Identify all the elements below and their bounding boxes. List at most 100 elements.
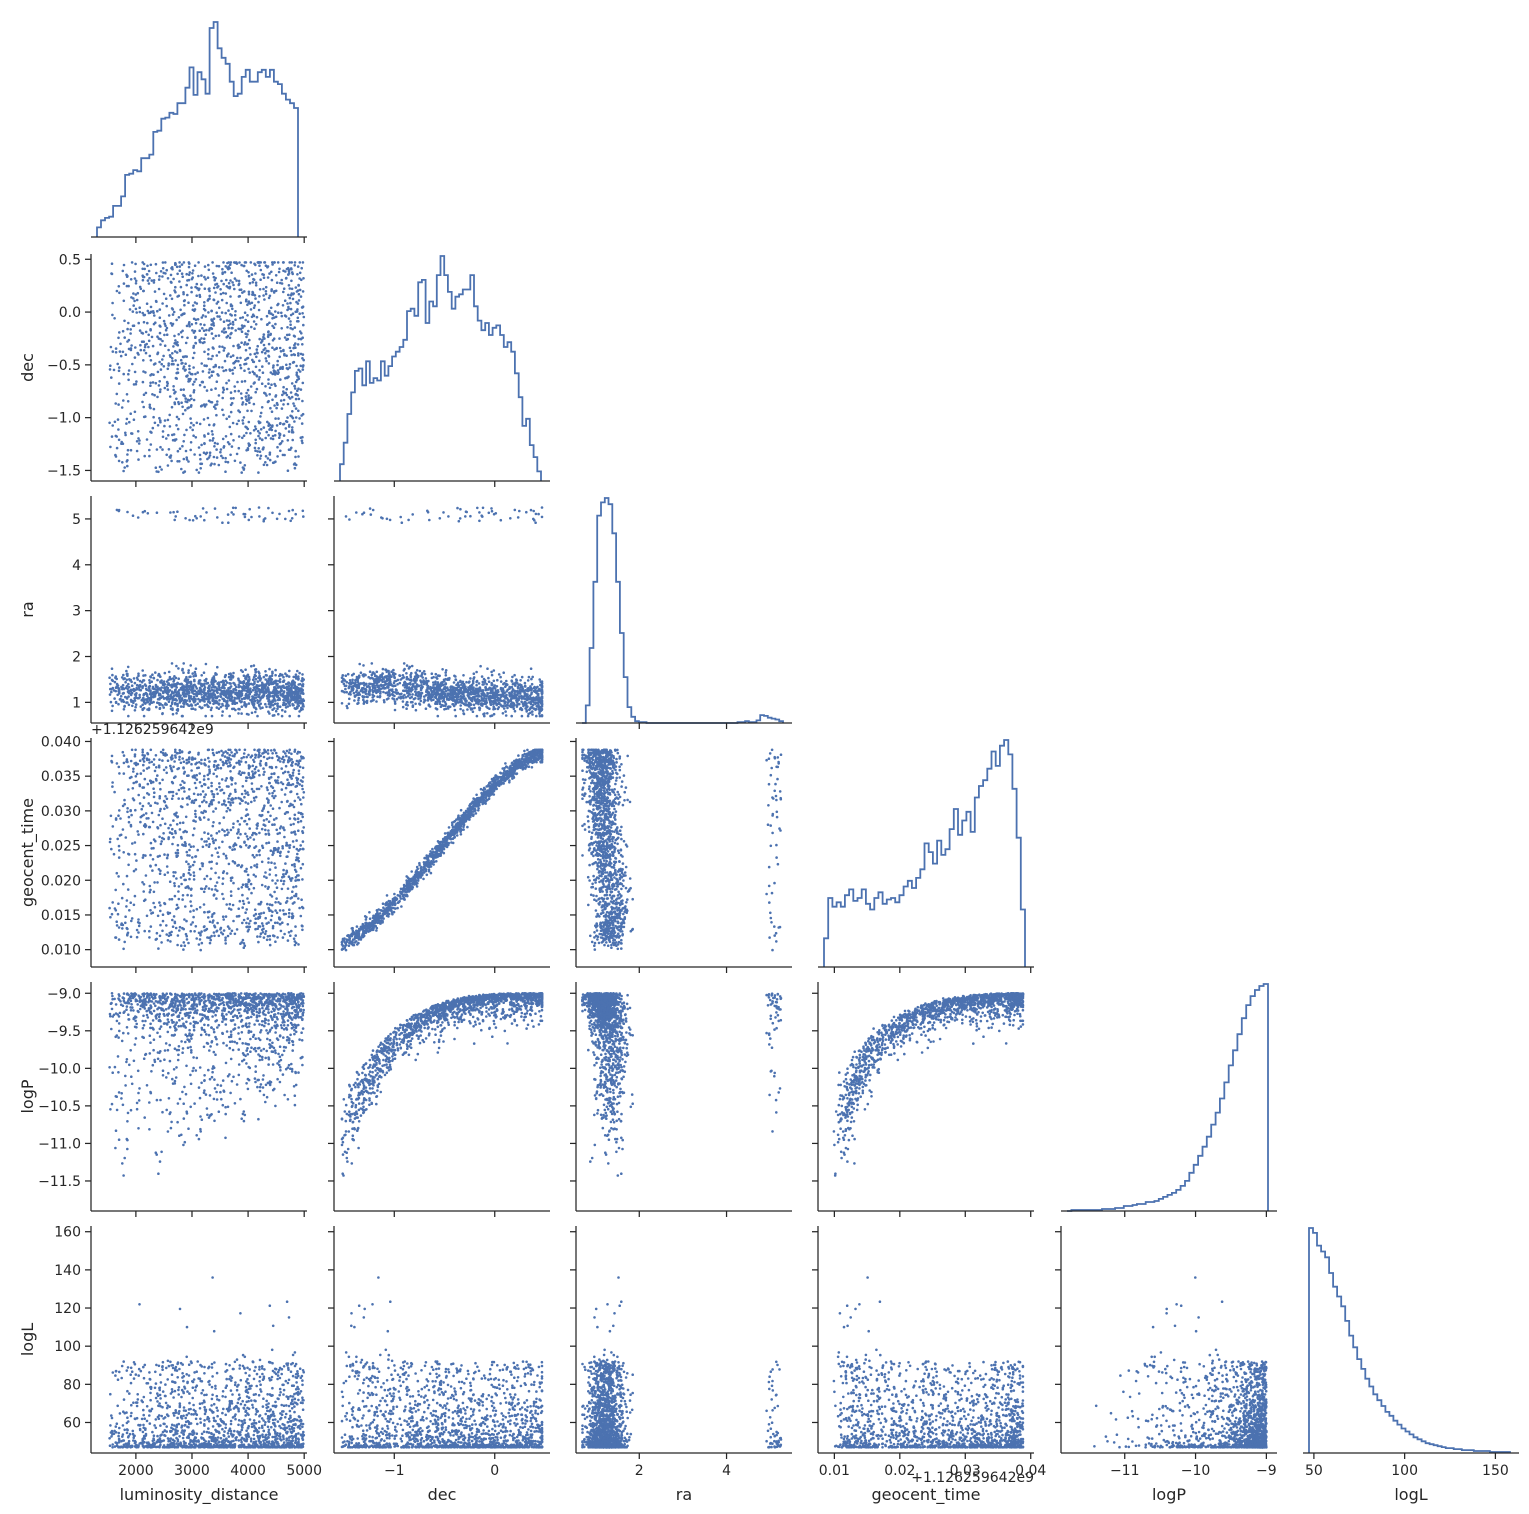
scatter-point bbox=[356, 702, 359, 705]
scatter-point bbox=[208, 454, 212, 457]
scatter-point bbox=[158, 324, 161, 328]
scatter-point bbox=[130, 261, 134, 264]
scatter-point bbox=[230, 271, 233, 275]
scatter-point bbox=[193, 670, 197, 674]
scatter-point bbox=[490, 670, 493, 674]
scatter-point bbox=[163, 322, 167, 326]
scatter-point bbox=[344, 515, 348, 518]
scatter-point bbox=[230, 331, 233, 335]
scatter-point bbox=[296, 389, 299, 393]
scatter-point bbox=[254, 390, 257, 394]
scatter-point bbox=[185, 324, 189, 328]
scatter-point bbox=[259, 411, 263, 415]
scatter-point bbox=[191, 356, 195, 360]
scatter-point bbox=[278, 367, 282, 371]
scatter-point bbox=[194, 321, 198, 325]
scatter-point bbox=[268, 765, 272, 769]
scatter-point bbox=[162, 354, 165, 358]
scatter-point bbox=[215, 311, 218, 315]
scatter-point bbox=[212, 437, 215, 440]
scatter-point bbox=[267, 506, 270, 510]
scatter-point bbox=[249, 432, 252, 435]
scatter-point bbox=[294, 463, 298, 467]
scatter-point bbox=[360, 688, 363, 692]
scatter-point bbox=[149, 699, 152, 702]
scatter-point bbox=[184, 449, 188, 453]
scatter-point bbox=[139, 287, 143, 291]
scatter-point bbox=[481, 506, 485, 510]
scatter-point bbox=[296, 265, 300, 268]
scatter-point bbox=[164, 297, 168, 301]
scatter-point bbox=[200, 696, 204, 699]
scatter-point bbox=[222, 681, 226, 684]
scatter-point bbox=[167, 348, 170, 352]
scatter-point bbox=[511, 675, 514, 679]
scatter-point bbox=[192, 874, 196, 877]
scatter-point bbox=[187, 278, 191, 282]
scatter-point bbox=[169, 294, 172, 297]
scatter-point bbox=[169, 823, 172, 827]
scatter-point bbox=[173, 334, 176, 338]
scatter-point bbox=[274, 940, 277, 943]
scatter-point bbox=[161, 267, 165, 270]
scatter-point bbox=[282, 680, 285, 683]
scatter-point bbox=[134, 346, 137, 349]
scatter-point bbox=[182, 299, 186, 303]
scatter-point bbox=[388, 694, 391, 698]
scatter-point bbox=[282, 349, 285, 353]
scatter-point bbox=[256, 701, 260, 705]
scatter-point bbox=[298, 312, 302, 316]
scatter-point bbox=[273, 461, 276, 464]
scatter-point bbox=[288, 261, 292, 264]
scatter-point bbox=[274, 384, 277, 388]
scatter-point bbox=[187, 301, 190, 305]
scatter-point bbox=[234, 310, 237, 313]
scatter-point bbox=[109, 364, 112, 368]
scatter-point bbox=[297, 387, 300, 391]
scatter-point bbox=[180, 944, 183, 947]
scatter-point bbox=[536, 685, 539, 689]
scatter-point bbox=[117, 285, 121, 288]
scatter-point bbox=[171, 707, 174, 710]
scatter-point bbox=[279, 399, 283, 402]
scatter-point bbox=[531, 675, 534, 679]
scatter-point bbox=[299, 914, 303, 918]
scatter-point bbox=[219, 450, 222, 454]
scatter-point bbox=[153, 769, 157, 773]
scatter-point bbox=[198, 679, 201, 682]
scatter-point bbox=[240, 324, 244, 327]
scatter-point bbox=[201, 507, 205, 510]
scatter-point bbox=[245, 335, 248, 339]
scatter-point bbox=[134, 703, 138, 706]
scatter-point bbox=[258, 684, 261, 687]
scatter-point bbox=[282, 434, 286, 437]
scatter-point bbox=[234, 692, 237, 696]
scatter-point bbox=[540, 686, 544, 689]
scatter-point bbox=[148, 276, 151, 280]
scatter-point bbox=[406, 694, 410, 698]
scatter-point bbox=[534, 512, 538, 516]
scatter-point bbox=[198, 700, 202, 703]
scatter-point bbox=[185, 919, 188, 923]
scatter-point bbox=[111, 673, 114, 677]
scatter-point bbox=[204, 278, 207, 281]
scatter-point bbox=[234, 359, 238, 363]
scatter-point bbox=[178, 755, 181, 759]
scatter-point bbox=[481, 680, 485, 684]
scatter-point bbox=[153, 290, 157, 293]
scatter-point bbox=[191, 383, 195, 386]
scatter-point bbox=[233, 459, 237, 463]
scatter-point bbox=[178, 265, 182, 268]
scatter-point bbox=[184, 695, 188, 698]
scatter-point bbox=[241, 422, 245, 425]
scatter-point bbox=[297, 455, 300, 458]
scatter-point bbox=[419, 679, 422, 682]
scatter-point bbox=[182, 261, 186, 264]
scatter-point bbox=[268, 451, 272, 455]
scatter-point bbox=[142, 340, 145, 344]
scatter-point bbox=[167, 364, 170, 367]
scatter-point bbox=[254, 263, 257, 267]
scatter-point bbox=[299, 866, 303, 870]
scatter-point bbox=[270, 383, 273, 387]
scatter-point bbox=[174, 684, 178, 687]
